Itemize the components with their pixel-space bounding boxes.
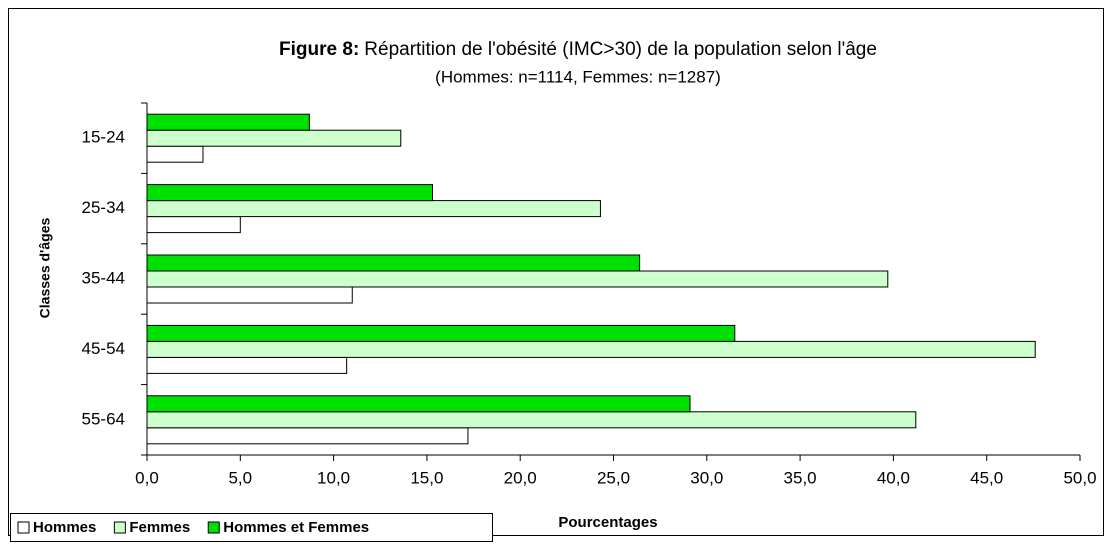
bar <box>146 145 204 163</box>
bar <box>146 411 917 429</box>
y-tick-label: 15-24 <box>82 128 125 147</box>
x-tick-label: 30,0 <box>690 468 723 487</box>
y-tick-label: 45-54 <box>82 339 125 358</box>
legend-swatch <box>113 521 126 534</box>
legend-label: Hommes et Femmes <box>223 519 369 536</box>
legend-label: Femmes <box>129 519 190 536</box>
x-tick-label: 45,0 <box>970 468 1003 487</box>
x-axis-label: Pourcentages <box>558 514 657 531</box>
legend-label: Hommes <box>33 519 96 536</box>
bar <box>146 113 310 131</box>
bar <box>146 395 691 413</box>
y-tick-label: 25-34 <box>82 198 125 217</box>
bar <box>146 286 353 304</box>
bar <box>146 427 469 445</box>
bar <box>146 200 601 218</box>
bar <box>146 270 889 288</box>
y-tick-label: 35-44 <box>82 268 125 287</box>
y-axis-label: Classes d'âges <box>37 217 53 318</box>
x-tick-label: 10,0 <box>317 468 350 487</box>
legend <box>10 513 493 542</box>
x-tick-label: 15,0 <box>410 468 443 487</box>
x-tick-label: 20,0 <box>504 468 537 487</box>
y-tick-label: 55-64 <box>82 409 125 428</box>
chart-title: Répartition de l'obésité (IMC>30) de la … <box>364 39 877 60</box>
bar <box>146 184 433 202</box>
legend-swatch <box>207 521 220 534</box>
legend-swatch <box>17 521 30 534</box>
chart-subtitle: (Hommes: n=1114, Femmes: n=1287) <box>435 67 721 86</box>
x-tick-label: 50,0 <box>1063 468 1096 487</box>
bar <box>146 356 348 374</box>
x-tick-label: 35,0 <box>784 468 817 487</box>
bar <box>146 324 736 342</box>
x-tick-label: 40,0 <box>877 468 910 487</box>
bar <box>146 129 402 147</box>
bar <box>146 254 641 272</box>
bar <box>146 340 1036 358</box>
chart-title-label: Figure 8: <box>279 39 359 60</box>
bar <box>146 216 241 234</box>
x-tick-label: 25,0 <box>597 468 630 487</box>
x-tick-label: 5,0 <box>228 468 252 487</box>
x-tick-label: 0,0 <box>135 468 159 487</box>
